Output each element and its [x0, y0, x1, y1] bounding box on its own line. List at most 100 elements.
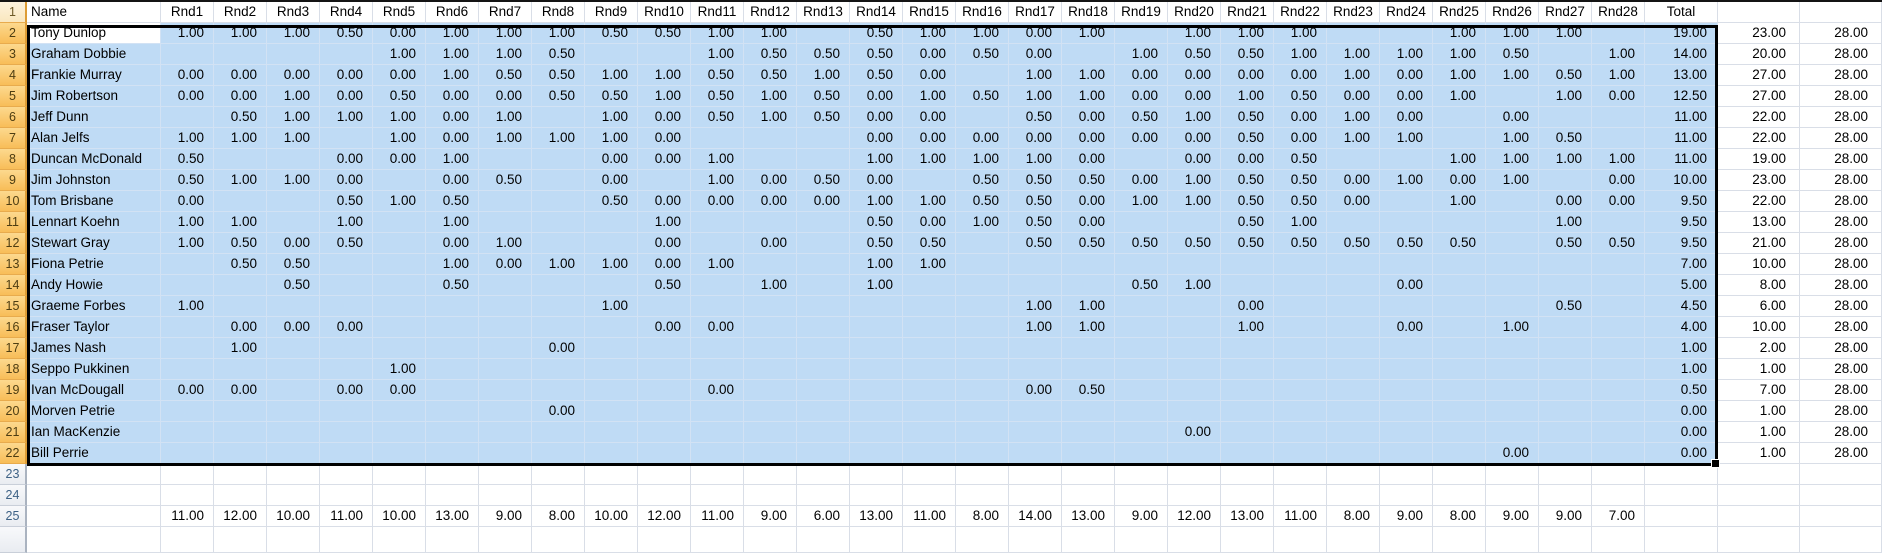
- score-cell-rnd10[interactable]: 0.00: [638, 317, 691, 338]
- score-cell-rnd11[interactable]: [691, 275, 744, 296]
- score-cell-rnd20[interactable]: [1168, 317, 1221, 338]
- round-count-cell-rnd5[interactable]: 10.00: [373, 506, 426, 527]
- score-cell-rnd17[interactable]: [1009, 401, 1062, 422]
- score-cell-rnd6[interactable]: 1.00: [426, 149, 479, 170]
- score-cell-rnd17[interactable]: 0.50: [1009, 170, 1062, 191]
- max-games-cell[interactable]: 28.00: [1800, 23, 1882, 44]
- score-cell-rnd24[interactable]: 0.50: [1380, 233, 1433, 254]
- score-cell-rnd4[interactable]: 0.50: [320, 23, 373, 44]
- score-cell-rnd26[interactable]: [1486, 86, 1539, 107]
- score-cell-rnd2[interactable]: 1.00: [214, 170, 267, 191]
- score-cell-rnd8[interactable]: 0.50: [532, 44, 585, 65]
- score-cell-rnd1[interactable]: 0.00: [161, 65, 214, 86]
- player-name-cell[interactable]: Graham Dobbie: [27, 44, 161, 65]
- row-header-20[interactable]: 20: [0, 401, 27, 422]
- score-cell-rnd5[interactable]: 0.00: [373, 149, 426, 170]
- score-cell-rnd19[interactable]: [1115, 23, 1168, 44]
- round-count-cell-rnd24[interactable]: 9.00: [1380, 506, 1433, 527]
- empty-cell[interactable]: [373, 485, 426, 506]
- score-cell-rnd3[interactable]: 0.00: [267, 65, 320, 86]
- score-cell-rnd22[interactable]: 0.50: [1274, 149, 1327, 170]
- score-cell-rnd4[interactable]: 1.00: [320, 107, 373, 128]
- score-cell-rnd27[interactable]: [1539, 275, 1592, 296]
- score-cell-rnd1[interactable]: [161, 44, 214, 65]
- empty-cell[interactable]: [27, 485, 161, 506]
- score-cell-rnd7[interactable]: [479, 443, 532, 464]
- score-cell-rnd25[interactable]: [1433, 128, 1486, 149]
- score-cell-rnd28[interactable]: [1592, 254, 1645, 275]
- round-count-cell-rnd6[interactable]: 13.00: [426, 506, 479, 527]
- score-cell-rnd26[interactable]: [1486, 380, 1539, 401]
- empty-cell[interactable]: [797, 485, 850, 506]
- empty-cell[interactable]: [744, 485, 797, 506]
- score-cell-rnd15[interactable]: [903, 338, 956, 359]
- score-cell-rnd24[interactable]: [1380, 359, 1433, 380]
- empty-cell[interactable]: [1168, 527, 1221, 553]
- score-cell-rnd17[interactable]: [1009, 359, 1062, 380]
- score-cell-rnd16[interactable]: 1.00: [956, 149, 1009, 170]
- round-count-cell-rnd20[interactable]: 12.00: [1168, 506, 1221, 527]
- score-cell-rnd15[interactable]: 0.00: [903, 107, 956, 128]
- row-header-1[interactable]: 1: [0, 2, 27, 23]
- round-count-cell-rnd9[interactable]: 10.00: [585, 506, 638, 527]
- row-header-25[interactable]: 25: [0, 506, 27, 527]
- score-cell-rnd23[interactable]: [1327, 212, 1380, 233]
- total-cell[interactable]: 9.50: [1645, 212, 1718, 233]
- empty-cell[interactable]: [1645, 464, 1718, 485]
- empty-cell[interactable]: [479, 527, 532, 553]
- total-cell[interactable]: 14.00: [1645, 44, 1718, 65]
- score-cell-rnd4[interactable]: [320, 128, 373, 149]
- score-cell-rnd28[interactable]: [1592, 401, 1645, 422]
- score-cell-rnd18[interactable]: [1062, 422, 1115, 443]
- round-count-cell-rnd28[interactable]: 7.00: [1592, 506, 1645, 527]
- round-count-cell-rnd23[interactable]: 8.00: [1327, 506, 1380, 527]
- score-cell-rnd11[interactable]: [691, 296, 744, 317]
- score-cell-rnd8[interactable]: 0.50: [532, 86, 585, 107]
- score-cell-rnd27[interactable]: [1539, 380, 1592, 401]
- score-cell-rnd28[interactable]: [1592, 338, 1645, 359]
- score-cell-rnd12[interactable]: 1.00: [744, 107, 797, 128]
- score-cell-rnd25[interactable]: [1433, 401, 1486, 422]
- empty-cell[interactable]: [267, 485, 320, 506]
- games-played-cell[interactable]: 20.00: [1718, 44, 1800, 65]
- score-cell-rnd3[interactable]: [267, 191, 320, 212]
- score-cell-rnd11[interactable]: [691, 212, 744, 233]
- column-header-rnd11[interactable]: Rnd11: [691, 2, 744, 23]
- score-cell-rnd24[interactable]: 0.00: [1380, 65, 1433, 86]
- score-cell-rnd9[interactable]: 1.00: [585, 296, 638, 317]
- score-cell-rnd19[interactable]: 0.50: [1115, 275, 1168, 296]
- score-cell-rnd20[interactable]: [1168, 296, 1221, 317]
- score-cell-rnd18[interactable]: [1062, 275, 1115, 296]
- score-cell-rnd24[interactable]: 1.00: [1380, 128, 1433, 149]
- row-header-6[interactable]: 6: [0, 107, 27, 128]
- player-name-cell[interactable]: Tom Brisbane: [27, 191, 161, 212]
- score-cell-rnd22[interactable]: [1274, 296, 1327, 317]
- row-header-7[interactable]: 7: [0, 128, 27, 149]
- score-cell-rnd7[interactable]: [479, 191, 532, 212]
- score-cell-rnd26[interactable]: 0.50: [1486, 44, 1539, 65]
- score-cell-rnd16[interactable]: [956, 107, 1009, 128]
- score-cell-rnd24[interactable]: [1380, 23, 1433, 44]
- column-header-rnd5[interactable]: Rnd5: [373, 2, 426, 23]
- score-cell-rnd10[interactable]: [638, 422, 691, 443]
- score-cell-rnd27[interactable]: [1539, 317, 1592, 338]
- column-header-total[interactable]: Total: [1645, 2, 1718, 23]
- score-cell-rnd3[interactable]: 0.00: [267, 317, 320, 338]
- score-cell-rnd23[interactable]: 0.00: [1327, 86, 1380, 107]
- score-cell-rnd15[interactable]: [903, 296, 956, 317]
- empty-cell[interactable]: [691, 464, 744, 485]
- score-cell-rnd6[interactable]: [426, 443, 479, 464]
- round-count-cell-rnd3[interactable]: 10.00: [267, 506, 320, 527]
- empty-cell[interactable]: [1274, 485, 1327, 506]
- empty-cell[interactable]: [1800, 485, 1882, 506]
- score-cell-rnd7[interactable]: [479, 275, 532, 296]
- score-cell-rnd3[interactable]: [267, 44, 320, 65]
- score-cell-rnd15[interactable]: [903, 401, 956, 422]
- score-cell-rnd1[interactable]: 0.00: [161, 86, 214, 107]
- empty-cell[interactable]: [1274, 464, 1327, 485]
- score-cell-rnd18[interactable]: 1.00: [1062, 86, 1115, 107]
- score-cell-rnd9[interactable]: 1.00: [585, 254, 638, 275]
- score-cell-rnd2[interactable]: 0.50: [214, 254, 267, 275]
- score-cell-rnd23[interactable]: [1327, 296, 1380, 317]
- score-cell-rnd3[interactable]: 1.00: [267, 128, 320, 149]
